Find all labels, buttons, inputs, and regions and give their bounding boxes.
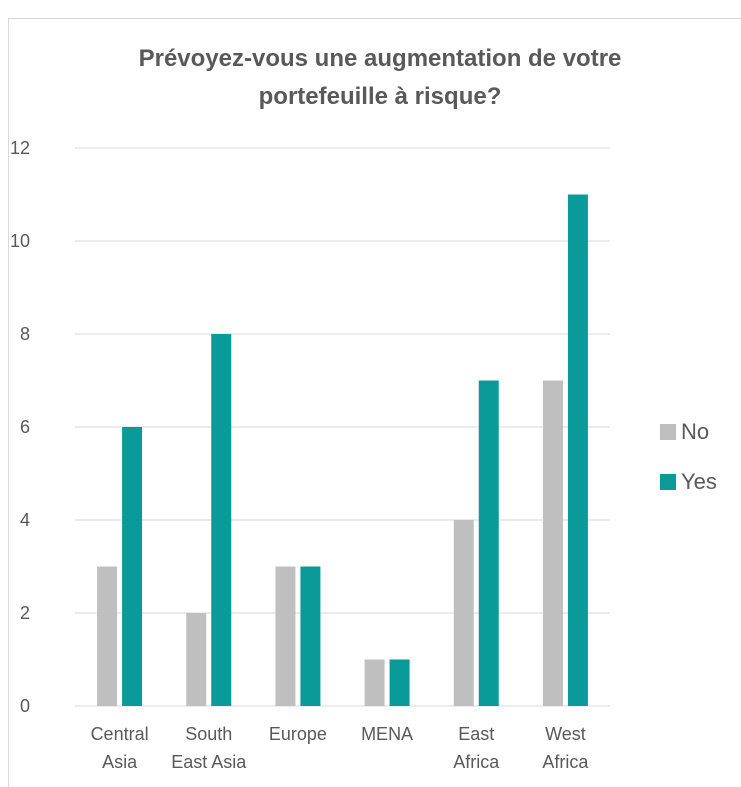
x-tick-label: MENA [361, 724, 414, 744]
y-tick-label: 0 [19, 696, 30, 716]
bar [97, 566, 118, 706]
bar [300, 566, 321, 706]
legend-swatch [660, 474, 676, 490]
bar [567, 194, 588, 706]
bar [542, 380, 563, 706]
bar [389, 659, 410, 706]
chart-border [8, 18, 741, 787]
x-tick-label: Central Asia [90, 724, 149, 772]
y-tick-label: 8 [19, 324, 30, 344]
bar [275, 566, 296, 706]
y-tick-label: 4 [19, 510, 30, 530]
chart-title: Prévoyez-vous une augmentation de votre … [138, 45, 622, 110]
bar [211, 334, 232, 706]
legend-label: Yes [681, 469, 717, 494]
legend-label: No [681, 419, 710, 444]
y-tick-label: 6 [19, 417, 30, 437]
x-tick-label: East Africa [453, 724, 500, 772]
x-tick-label: South East Asia [171, 724, 247, 772]
bar [186, 613, 207, 706]
bar [364, 659, 385, 706]
bar [478, 380, 499, 706]
y-tick-label: 2 [19, 603, 30, 623]
x-tick-label: West Africa [542, 724, 589, 772]
y-tick-label: 12 [9, 138, 30, 158]
bar [122, 427, 143, 706]
x-tick-label: Europe [268, 724, 327, 744]
bar [453, 520, 474, 706]
legend-swatch [660, 424, 676, 440]
y-tick-label: 10 [9, 231, 30, 251]
